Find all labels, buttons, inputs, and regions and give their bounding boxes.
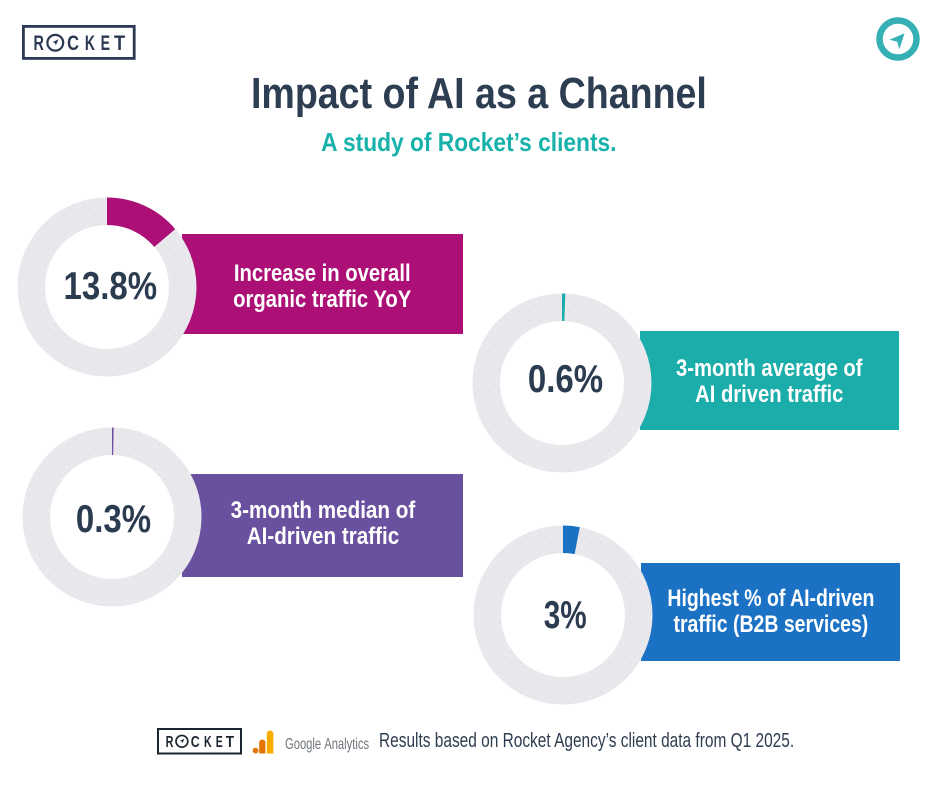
svg-text:K: K [85, 31, 95, 55]
svg-text:R: R [34, 31, 44, 55]
svg-text:R: R [165, 734, 173, 751]
svg-text:T: T [114, 31, 125, 55]
svg-text:K: K [204, 734, 212, 751]
svg-text:C: C [67, 31, 79, 55]
svg-text:E: E [101, 31, 110, 55]
svg-text:T: T [225, 734, 234, 751]
svg-text:C: C [190, 734, 199, 751]
svg-text:E: E [215, 734, 222, 751]
